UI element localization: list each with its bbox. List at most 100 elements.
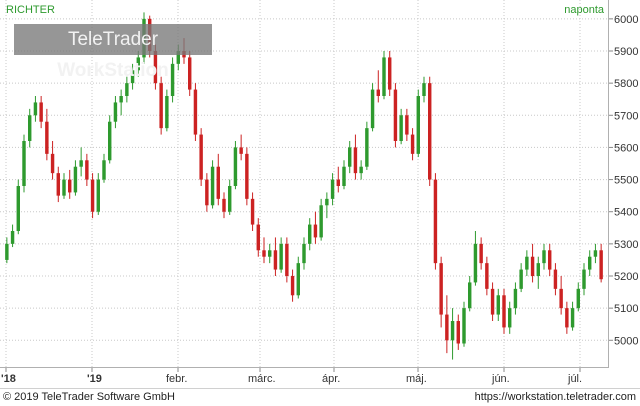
copyright-text: © 2019 TeleTrader Software GmbH <box>3 391 175 403</box>
candle <box>79 147 83 177</box>
candle <box>582 263 586 296</box>
candle <box>199 128 203 186</box>
interval-label[interactable]: naponta <box>564 4 604 16</box>
candle-body <box>342 166 346 186</box>
candle <box>468 276 472 312</box>
source-link[interactable]: https://workstation.teletrader.com <box>474 391 636 403</box>
y-tick-label: 5300 <box>614 239 638 251</box>
candle <box>210 160 215 209</box>
candle <box>525 250 529 276</box>
candle <box>290 269 295 302</box>
candle-body <box>193 89 198 135</box>
candle <box>16 179 20 235</box>
candle <box>119 89 123 116</box>
footer: © 2019 TeleTrader Software GmbH https://… <box>0 388 640 406</box>
candle-body <box>290 276 295 296</box>
candle-body <box>56 173 60 196</box>
y-axis: 5000 5100 5200 5300 5400 5500 5600 5700 5800 5900… <box>609 14 638 347</box>
candle <box>165 89 169 132</box>
candle-body <box>508 308 512 328</box>
candle-body <box>370 89 375 129</box>
candle <box>188 51 192 96</box>
y-tick-label: 5600 <box>614 142 638 154</box>
candle <box>239 134 243 161</box>
candle-body <box>519 269 523 289</box>
candle <box>479 237 483 270</box>
candle <box>428 76 432 186</box>
candle <box>90 173 95 219</box>
candle <box>416 89 420 158</box>
candle-body <box>450 321 455 341</box>
y-tick-label: 5900 <box>614 46 638 58</box>
candle-body <box>319 205 323 238</box>
candle <box>302 237 306 270</box>
candle-body <box>239 147 243 154</box>
candle <box>405 108 409 141</box>
x-tick-label: jún. <box>491 373 510 385</box>
y-tick-label: 5100 <box>614 303 638 315</box>
candle <box>108 115 112 164</box>
candle-body <box>456 321 460 344</box>
candle <box>39 96 43 129</box>
candle-body <box>433 179 438 264</box>
candle-body <box>336 179 340 186</box>
candle-body <box>410 134 415 154</box>
candle-body <box>296 263 300 296</box>
candle <box>422 76 426 103</box>
candle-body <box>399 115 403 141</box>
candle-body <box>416 96 420 154</box>
candle-body <box>576 288 580 309</box>
candle <box>570 301 575 331</box>
candle <box>22 134 26 193</box>
candle-body <box>365 128 369 167</box>
candle <box>576 282 580 312</box>
candle <box>45 108 49 161</box>
candle <box>68 169 72 199</box>
candle <box>548 243 552 276</box>
candle <box>536 256 540 289</box>
candle <box>130 63 135 90</box>
candle <box>56 166 60 203</box>
candle-body <box>279 243 283 270</box>
candle-body <box>233 147 238 186</box>
candle <box>542 243 546 270</box>
candle-body <box>548 250 552 270</box>
candle <box>50 141 55 180</box>
candle <box>353 134 358 180</box>
candle-body <box>382 57 386 96</box>
candle-body <box>256 224 260 251</box>
candle-body <box>125 83 129 96</box>
candle-body <box>565 308 569 328</box>
candle <box>456 314 460 350</box>
candle <box>485 256 489 296</box>
candle-body <box>73 166 78 193</box>
candle-body <box>588 256 592 270</box>
candle-body <box>102 160 106 180</box>
candle <box>330 173 335 206</box>
candle <box>588 250 592 276</box>
candle-body <box>479 243 483 264</box>
candle-body <box>530 256 535 276</box>
candle <box>382 51 386 100</box>
candles <box>5 12 603 360</box>
candle <box>313 211 318 244</box>
candle-body <box>22 141 26 186</box>
candle-body <box>228 186 232 212</box>
candle-body <box>593 250 598 257</box>
candle <box>473 231 478 286</box>
candle-body <box>50 153 55 174</box>
candle <box>502 288 506 334</box>
candle <box>228 179 232 215</box>
candle-body <box>90 179 95 212</box>
candle <box>565 301 569 334</box>
candle <box>370 83 375 132</box>
candle <box>102 153 106 183</box>
candle-body <box>68 179 72 193</box>
candle <box>490 282 495 321</box>
x-tick-label: febr. <box>166 373 187 385</box>
candle-body <box>599 250 603 280</box>
candle-body <box>388 57 392 90</box>
candle-body <box>210 166 215 206</box>
candle-body <box>45 121 49 154</box>
